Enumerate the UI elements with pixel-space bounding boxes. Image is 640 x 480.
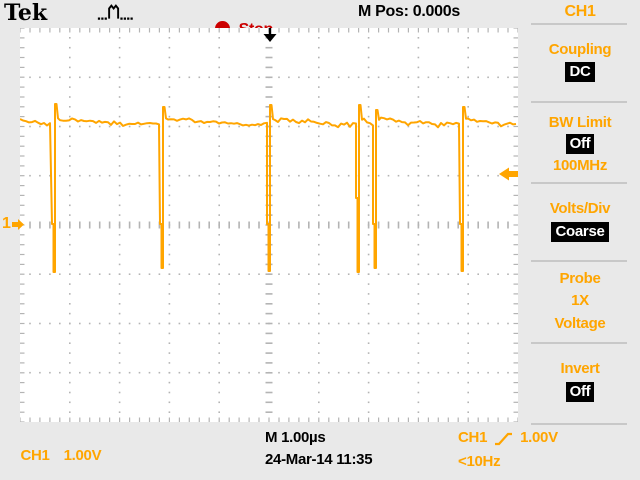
trigger-position-stem xyxy=(268,28,272,34)
channel-1-marker-arrow-icon xyxy=(11,218,24,230)
tek-logo: Tek xyxy=(4,0,48,26)
menu-probe-attenuation[interactable]: 1X xyxy=(571,292,589,309)
trigger-readout: CH1 1.00V xyxy=(458,429,558,447)
menu-coupling-label[interactable]: Coupling xyxy=(548,41,612,58)
ch1-waveform-trace xyxy=(19,103,517,273)
menu-invert-label[interactable]: Invert xyxy=(560,360,600,377)
ch1-scale-readout: CH1 1.00V xyxy=(5,429,101,480)
trigger-level-arrow-icon xyxy=(499,167,518,181)
menu-bwlimit-extra: 100MHz xyxy=(552,157,608,174)
trigger-position-arrow-icon xyxy=(263,34,277,42)
rising-edge-icon xyxy=(495,432,513,445)
menu-divider xyxy=(531,101,627,103)
ch1-scale-value: 1.00V xyxy=(63,447,102,464)
horizontal-position-readout: M Pos: 0.000s xyxy=(358,3,460,20)
menu-divider xyxy=(531,182,627,184)
menu-divider xyxy=(531,423,627,425)
graticule xyxy=(19,27,519,423)
timebase-readout: M 1.00µs xyxy=(265,429,326,446)
menu-invert-value[interactable]: Off xyxy=(565,382,595,402)
menu-divider xyxy=(531,342,627,344)
channel-1-marker-label: 1 xyxy=(2,215,11,232)
menu-title: CH1 xyxy=(564,3,596,20)
menu-voltsdiv-label[interactable]: Volts/Div xyxy=(549,200,611,217)
menu-probe-type[interactable]: Voltage xyxy=(554,315,606,332)
menu-voltsdiv-value[interactable]: Coarse xyxy=(551,222,609,242)
ch1-menu: Coupling DC BW Limit Off 100MHz Volts/Di… xyxy=(520,0,640,480)
trigger-level-value: 1.00V xyxy=(520,429,558,446)
trigger-frequency-readout: <10Hz xyxy=(458,453,501,470)
waveform-display xyxy=(19,27,519,423)
menu-coupling-value[interactable]: DC xyxy=(565,62,595,82)
trigger-type-pulse-icon xyxy=(97,4,133,20)
datetime-readout: 24-Mar-14 11:35 xyxy=(265,451,373,468)
menu-probe-label[interactable]: Probe xyxy=(559,270,601,287)
ch1-scale-label: CH1 xyxy=(20,447,50,464)
channel-1-marker: 1 xyxy=(2,215,24,233)
menu-divider xyxy=(531,260,627,262)
menu-bwlimit-label[interactable]: BW Limit xyxy=(548,114,612,131)
menu-bwlimit-value[interactable]: Off xyxy=(565,134,595,154)
menu-title-divider xyxy=(531,23,627,25)
trigger-source-label: CH1 xyxy=(458,429,488,446)
